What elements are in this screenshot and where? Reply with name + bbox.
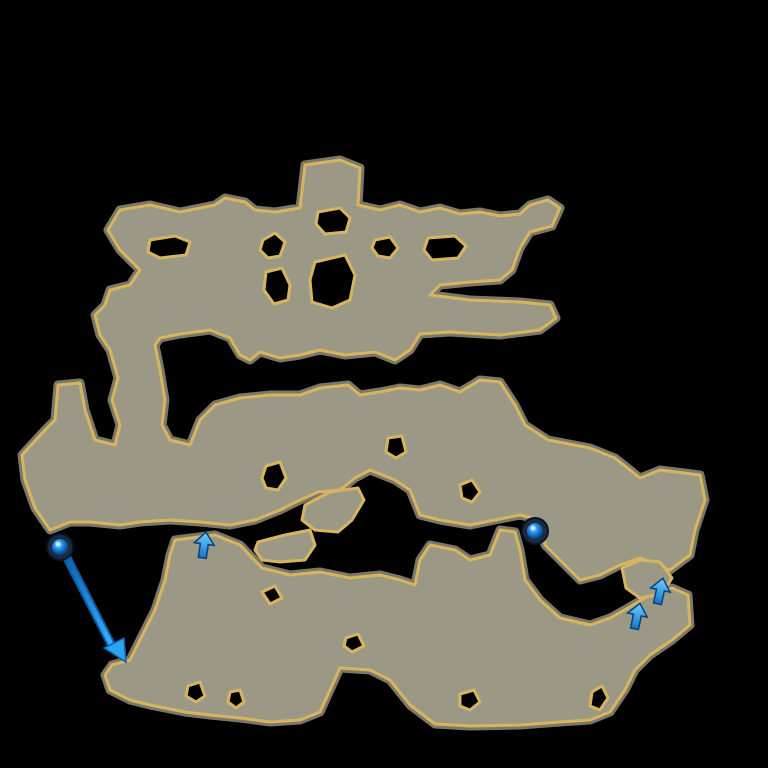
exit-arrow-2-icon[interactable] bbox=[648, 576, 673, 606]
waypoint-central-icon[interactable] bbox=[521, 517, 549, 545]
waypoint-west-icon[interactable] bbox=[46, 533, 74, 561]
exit-arrow-1-icon[interactable] bbox=[192, 530, 216, 560]
route-arrow-diagonal-icon bbox=[59, 547, 127, 664]
upper-pillars bbox=[146, 206, 482, 504]
chasm-islands bbox=[253, 486, 366, 564]
lower-pillars bbox=[184, 584, 610, 712]
exit-arrow-3-icon[interactable] bbox=[625, 601, 650, 631]
upper-cave-section bbox=[17, 155, 710, 585]
